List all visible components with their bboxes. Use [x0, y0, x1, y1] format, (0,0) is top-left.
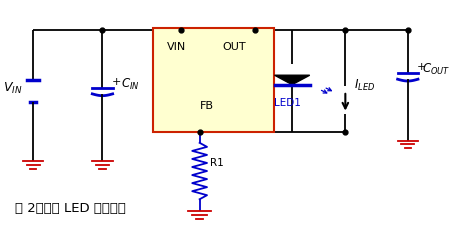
- Text: +: +: [416, 62, 425, 72]
- Polygon shape: [274, 75, 309, 85]
- Text: FB: FB: [199, 101, 213, 111]
- Text: VIN: VIN: [167, 42, 186, 52]
- Text: 图 2：恒流 LED 驱动器。: 图 2：恒流 LED 驱动器。: [14, 202, 125, 215]
- Text: $C_{OUT}$: $C_{OUT}$: [421, 62, 449, 77]
- Text: OUT: OUT: [222, 42, 246, 52]
- Bar: [153, 28, 273, 132]
- Text: +: +: [112, 77, 121, 87]
- Text: $V_{IN}$: $V_{IN}$: [3, 81, 22, 96]
- Text: $I_{LED}$: $I_{LED}$: [353, 78, 374, 93]
- Text: LED1: LED1: [274, 98, 300, 108]
- Text: R1: R1: [209, 158, 223, 168]
- Text: $C_{IN}$: $C_{IN}$: [121, 77, 139, 92]
